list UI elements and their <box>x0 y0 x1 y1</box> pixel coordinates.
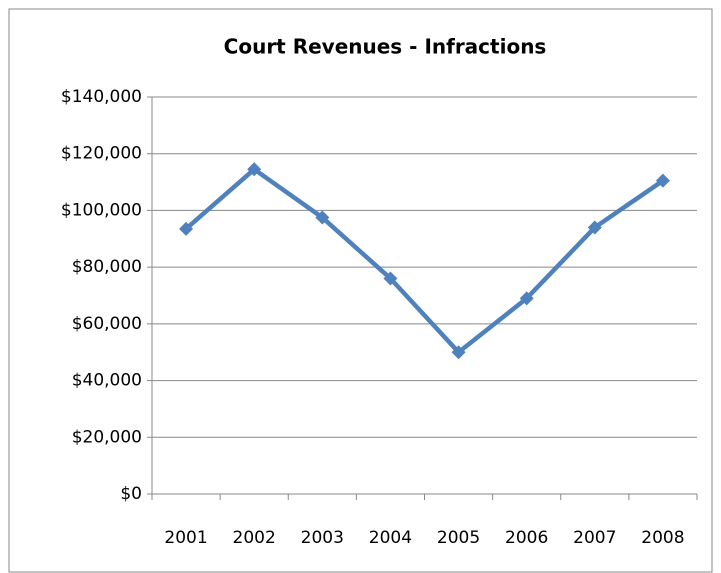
x-tick-label: 2007 <box>573 528 616 548</box>
marker <box>451 345 466 360</box>
line <box>184 167 665 355</box>
marker <box>179 221 194 236</box>
y-tick-label: $60,000 <box>72 314 142 334</box>
marker <box>383 271 398 286</box>
x-tick-label: 2006 <box>505 528 548 548</box>
y-tick-label: $40,000 <box>72 371 142 391</box>
marker <box>315 210 330 225</box>
x-tick-label: 2002 <box>233 528 276 548</box>
x-tick-label: 2003 <box>301 528 344 548</box>
marker <box>655 173 670 188</box>
y-tick-label: $140,000 <box>61 87 142 107</box>
y-tick-label: $0 <box>120 484 142 504</box>
y-tick-label: $120,000 <box>61 144 142 164</box>
y-tick-label: $80,000 <box>72 257 142 277</box>
marker <box>587 220 602 235</box>
x-tick-label: 2005 <box>437 528 480 548</box>
x-tick-label: 2001 <box>164 528 207 548</box>
y-tick-label: $20,000 <box>72 427 142 447</box>
marker <box>247 162 262 177</box>
x-tick-label: 2004 <box>369 528 412 548</box>
chart-title: Court Revenues - Infractions <box>224 35 547 59</box>
y-tick-label: $100,000 <box>61 200 142 220</box>
chart-frame <box>8 8 713 573</box>
x-tick-label: 2008 <box>641 528 684 548</box>
marker <box>519 291 534 306</box>
